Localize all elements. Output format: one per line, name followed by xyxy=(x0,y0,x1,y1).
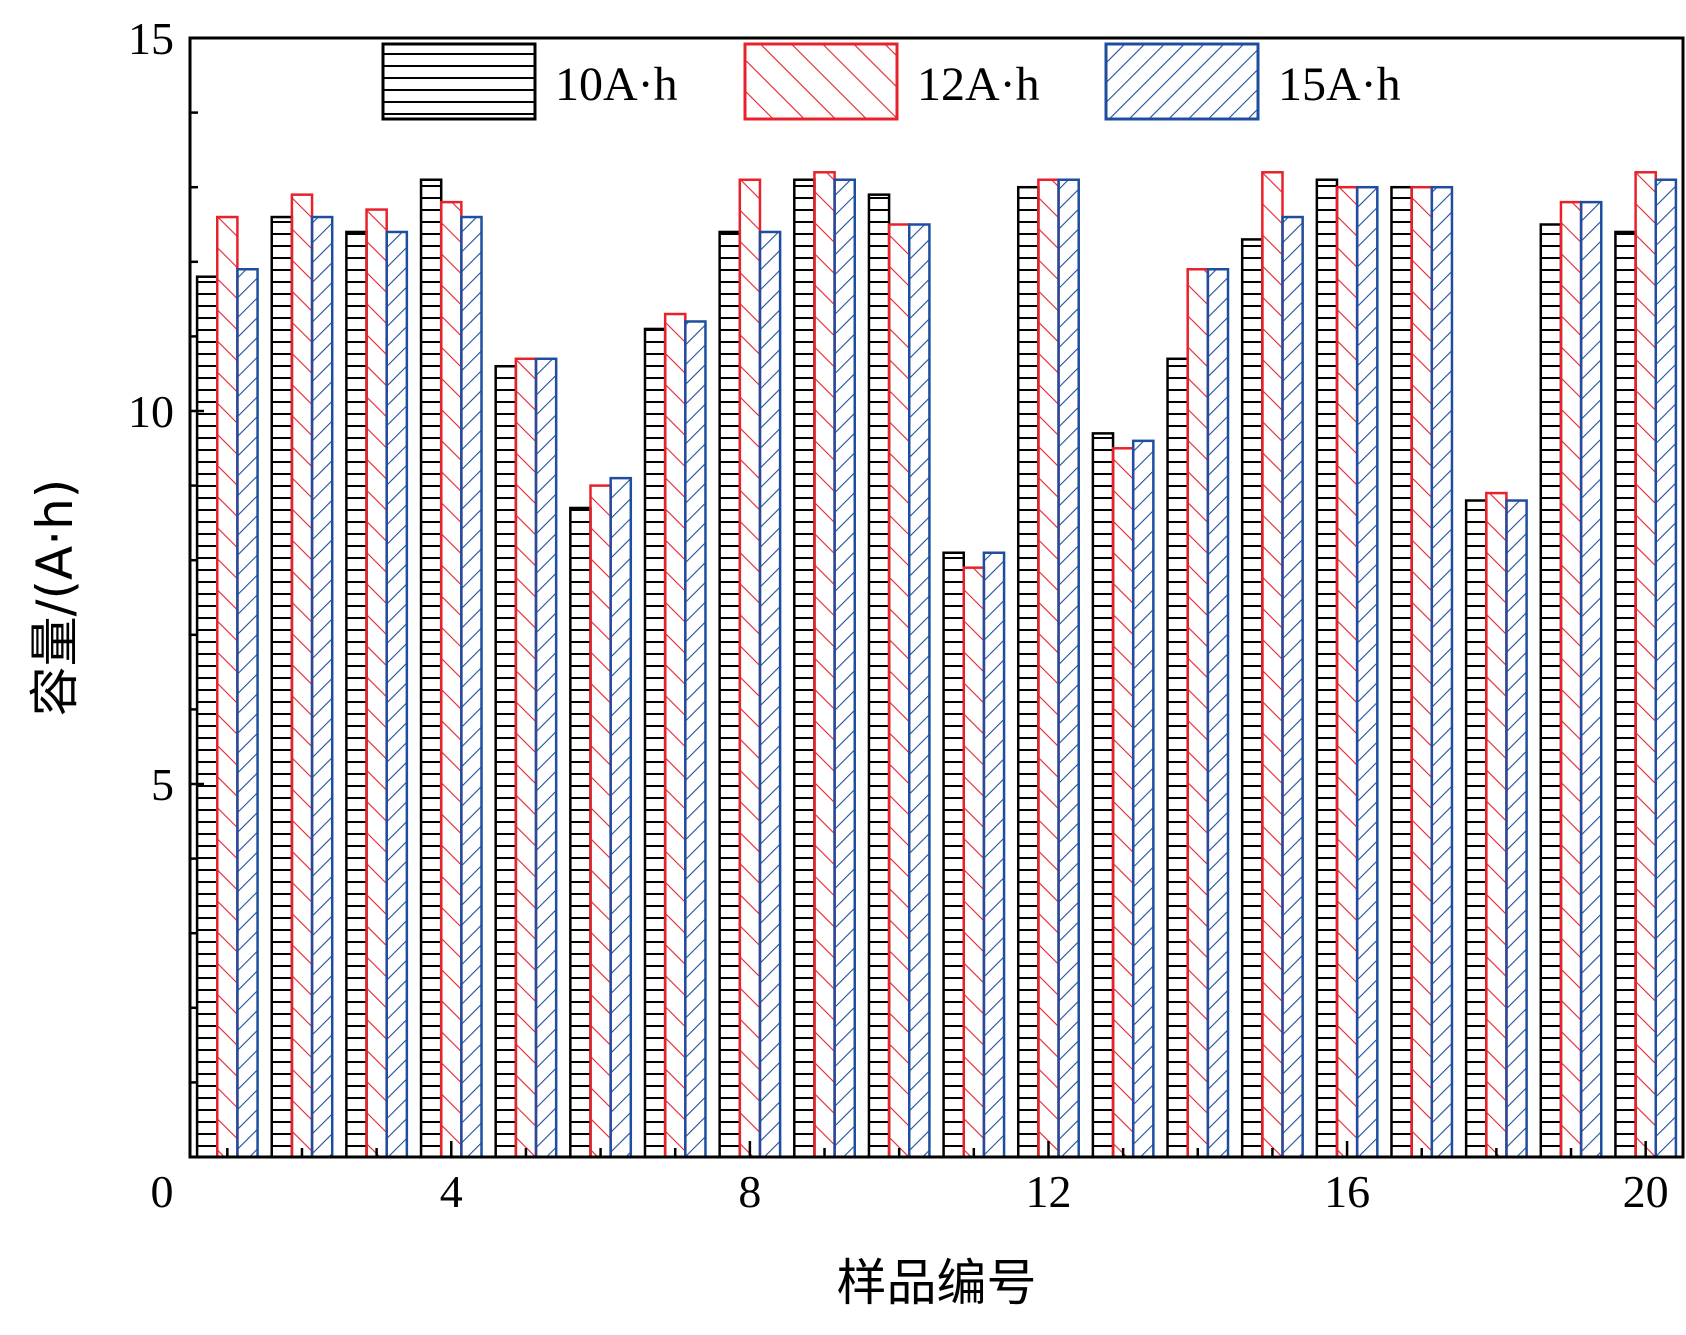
bar-10A·h-sample-17 xyxy=(1390,185,1413,1159)
bar-15A·h-sample-9 xyxy=(833,178,857,1159)
legend-swatch-12A·h xyxy=(743,42,899,121)
bar-12A·h-sample-8 xyxy=(738,178,762,1159)
bar-12A·h-sample-5 xyxy=(514,357,538,1159)
plot-frame xyxy=(188,36,1685,1159)
bar-15A·h-sample-18 xyxy=(1505,499,1528,1159)
bar-12A·h-sample-4 xyxy=(439,200,463,1159)
bar-15A·h-sample-11 xyxy=(982,551,1006,1159)
bar-10A·h-sample-3 xyxy=(345,230,368,1159)
bar-10A·h-sample-1 xyxy=(195,275,219,1159)
bar-10A·h-sample-10 xyxy=(867,193,891,1159)
axes: 5 10 15 0 4 8 12 16 20 xyxy=(128,13,1685,1217)
bar-12A·h-sample-19 xyxy=(1559,200,1583,1159)
legend-swatch-15A·h xyxy=(1104,42,1260,121)
bar-12A·h-sample-6 xyxy=(589,484,612,1159)
y-axis-label: 容量/(A·h) xyxy=(26,479,84,717)
x-tick-label: 0 xyxy=(151,1166,174,1217)
x-tick-label: 16 xyxy=(1324,1166,1370,1217)
bar-10A·h-sample-2 xyxy=(270,215,294,1159)
bar-12A·h-sample-13 xyxy=(1111,447,1135,1159)
bar-12A·h-sample-18 xyxy=(1485,491,1508,1159)
y-tick-label: 10 xyxy=(128,386,174,437)
bar-10A·h-sample-16 xyxy=(1315,178,1339,1159)
legend: 10A·h 12A·h 15A·h xyxy=(381,42,1401,121)
x-tick-label: 12 xyxy=(1025,1166,1071,1217)
bar-10A·h-sample-19 xyxy=(1539,223,1563,1159)
legend-label: 12A·h xyxy=(917,58,1040,111)
bar-10A·h-sample-5 xyxy=(494,364,518,1159)
bar-10A·h-sample-11 xyxy=(942,551,965,1159)
bar-10A·h-sample-7 xyxy=(643,327,667,1159)
bar-12A·h-sample-9 xyxy=(813,171,836,1159)
bars-layer xyxy=(195,171,1678,1159)
bar-12A·h-sample-15 xyxy=(1261,171,1284,1159)
bar-10A·h-sample-13 xyxy=(1091,432,1115,1159)
legend-swatch-10A·h xyxy=(381,42,537,121)
bar-15A·h-sample-19 xyxy=(1579,200,1603,1159)
bar-12A·h-sample-1 xyxy=(215,215,239,1159)
bar-12A·h-sample-2 xyxy=(290,193,314,1159)
bar-15A·h-sample-5 xyxy=(534,357,558,1159)
bar-12A·h-sample-10 xyxy=(887,223,911,1159)
bar-10A·h-sample-9 xyxy=(793,178,816,1159)
bar-10A·h-sample-20 xyxy=(1614,230,1637,1159)
bar-12A·h-sample-14 xyxy=(1186,268,1210,1159)
bar-10A·h-sample-6 xyxy=(569,506,592,1159)
bar-15A·h-sample-8 xyxy=(758,230,782,1159)
y-tick-label: 15 xyxy=(128,13,174,64)
bar-12A·h-sample-3 xyxy=(365,208,388,1159)
bar-15A·h-sample-14 xyxy=(1206,268,1230,1159)
bar-10A·h-sample-18 xyxy=(1464,499,1488,1159)
bar-15A·h-sample-15 xyxy=(1281,215,1304,1159)
bar-12A·h-sample-12 xyxy=(1037,178,1060,1159)
bar-12A·h-sample-11 xyxy=(962,566,986,1159)
bar-15A·h-sample-17 xyxy=(1430,185,1454,1159)
bar-15A·h-sample-2 xyxy=(310,215,334,1159)
legend-label: 15A·h xyxy=(1278,58,1401,111)
bar-15A·h-sample-20 xyxy=(1654,178,1678,1159)
bar-10A·h-sample-12 xyxy=(1016,185,1040,1159)
bar-12A·h-sample-20 xyxy=(1634,171,1658,1159)
bar-15A·h-sample-4 xyxy=(460,215,483,1159)
bar-10A·h-sample-14 xyxy=(1166,357,1189,1159)
bar-10A·h-sample-4 xyxy=(419,178,443,1159)
bar-15A·h-sample-6 xyxy=(609,476,633,1159)
x-tick-label: 8 xyxy=(738,1166,761,1217)
bar-15A·h-sample-3 xyxy=(385,230,409,1159)
bar-12A·h-sample-7 xyxy=(663,312,687,1159)
bar-10A·h-sample-15 xyxy=(1240,238,1264,1159)
legend-label: 10A·h xyxy=(555,58,678,111)
bar-15A·h-sample-7 xyxy=(684,320,707,1159)
bar-15A·h-sample-10 xyxy=(908,223,931,1159)
bar-15A·h-sample-16 xyxy=(1355,185,1379,1159)
bar-15A·h-sample-12 xyxy=(1057,178,1080,1159)
x-tick-label: 20 xyxy=(1623,1166,1669,1217)
bar-12A·h-sample-17 xyxy=(1410,185,1434,1159)
bar-15A·h-sample-13 xyxy=(1131,439,1155,1159)
bar-15A·h-sample-1 xyxy=(236,268,259,1159)
bar-10A·h-sample-8 xyxy=(718,230,742,1159)
bar-12A·h-sample-16 xyxy=(1335,185,1359,1159)
x-axis-label: 样品编号 xyxy=(837,1254,1037,1312)
y-tick-label: 5 xyxy=(151,759,174,810)
x-tick-label: 4 xyxy=(440,1166,463,1217)
